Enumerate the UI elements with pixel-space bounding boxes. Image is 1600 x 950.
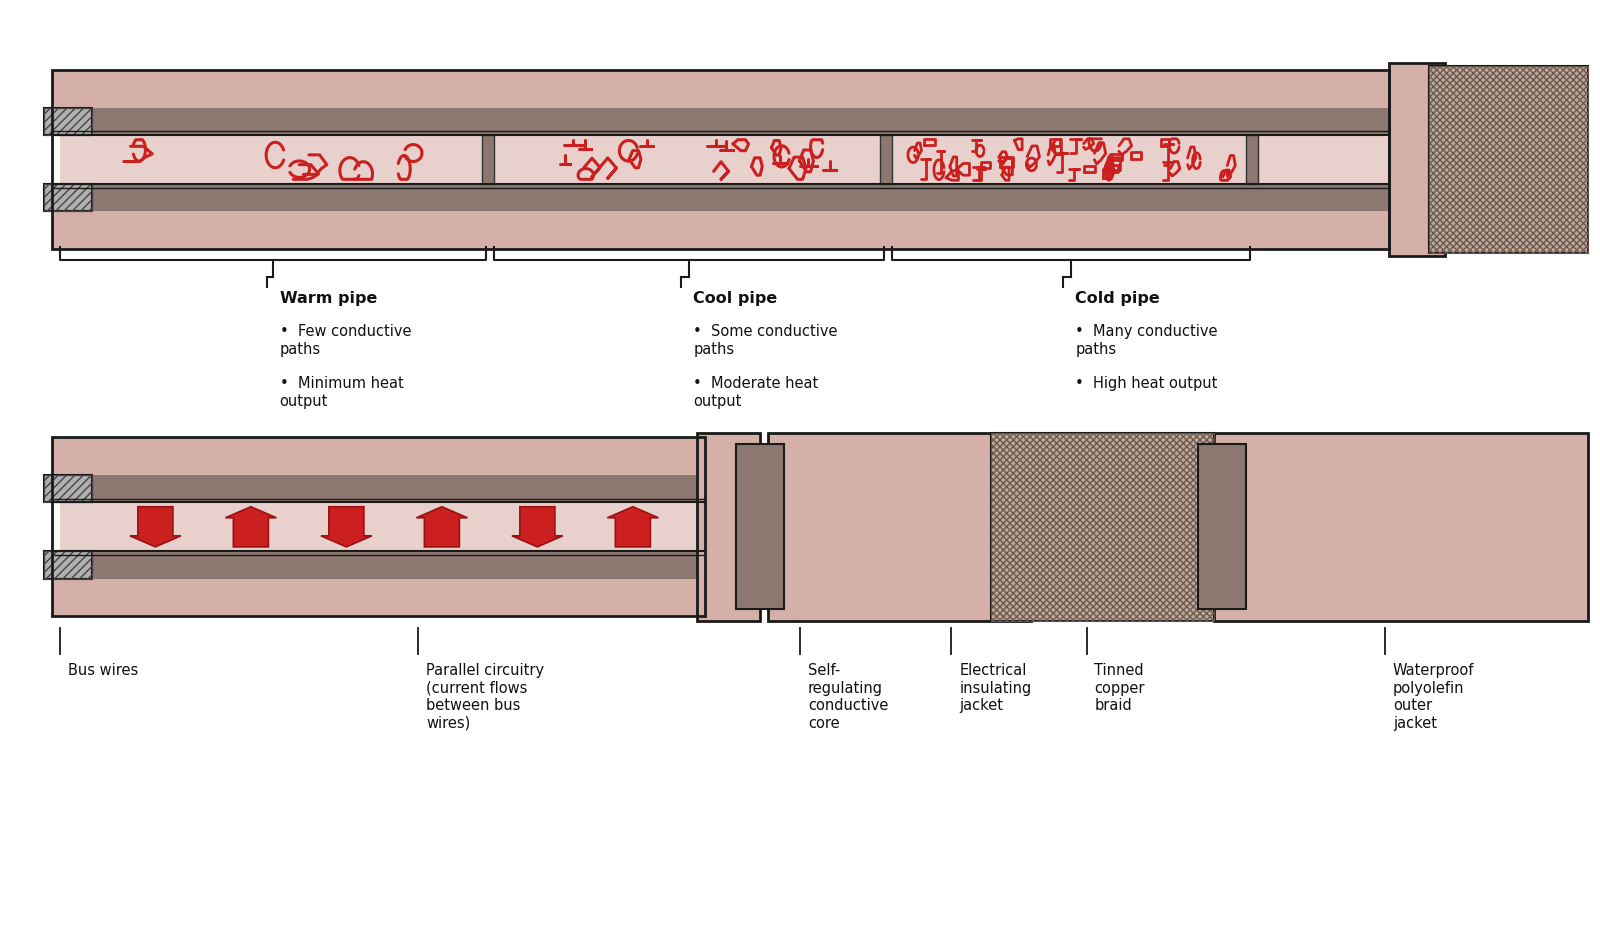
Bar: [83, 184, 1389, 211]
Bar: [83, 551, 704, 579]
FancyArrow shape: [226, 506, 277, 547]
Text: •  Moderate heat
output: • Moderate heat output: [693, 376, 819, 408]
Bar: [482, 135, 494, 184]
Bar: [1429, 74, 1453, 244]
Bar: [1246, 135, 1259, 184]
Bar: [1214, 433, 1587, 620]
Bar: [83, 475, 704, 503]
Bar: [43, 475, 91, 503]
Text: •  Minimum heat
output: • Minimum heat output: [280, 376, 403, 408]
Bar: [43, 551, 91, 579]
Bar: [1014, 446, 1054, 607]
FancyArrow shape: [416, 506, 467, 547]
Bar: [59, 503, 704, 551]
Bar: [1389, 63, 1445, 256]
Bar: [1429, 66, 1587, 254]
Bar: [43, 107, 91, 135]
Bar: [43, 184, 91, 211]
Text: Cold pipe: Cold pipe: [1075, 292, 1160, 306]
Text: Tinned
copper
braid: Tinned copper braid: [1094, 663, 1146, 713]
Text: Warm pipe: Warm pipe: [280, 292, 378, 306]
Bar: [51, 437, 704, 499]
Bar: [880, 135, 893, 184]
Text: •  Some conductive
paths: • Some conductive paths: [693, 324, 838, 357]
Text: Electrical
insulating
jacket: Electrical insulating jacket: [958, 663, 1032, 713]
Text: Parallel circuitry
(current flows
between bus
wires): Parallel circuitry (current flows betwee…: [426, 663, 544, 731]
Bar: [43, 551, 91, 579]
Bar: [736, 445, 784, 609]
Text: Waterproof
polyolefin
outer
jacket: Waterproof polyolefin outer jacket: [1394, 663, 1474, 731]
Bar: [51, 70, 1389, 249]
Bar: [990, 433, 1214, 620]
FancyArrow shape: [322, 506, 371, 547]
Bar: [43, 107, 91, 135]
Text: Bus wires: Bus wires: [67, 663, 138, 678]
Bar: [1198, 445, 1246, 609]
Bar: [696, 433, 760, 620]
Text: Self-
regulating
conductive
core: Self- regulating conductive core: [808, 663, 888, 731]
Bar: [990, 433, 1214, 620]
Bar: [51, 437, 704, 617]
Bar: [51, 555, 704, 617]
FancyArrow shape: [512, 506, 563, 547]
Bar: [43, 475, 91, 503]
Text: •  Many conductive
paths: • Many conductive paths: [1075, 324, 1218, 357]
Text: •  High heat output: • High heat output: [1075, 376, 1218, 391]
FancyArrow shape: [608, 506, 658, 547]
FancyArrow shape: [130, 506, 181, 547]
Text: Cool pipe: Cool pipe: [693, 292, 778, 306]
Bar: [1429, 66, 1587, 254]
Bar: [83, 107, 1389, 135]
Bar: [43, 184, 91, 211]
Bar: [51, 70, 1389, 131]
Bar: [768, 433, 1030, 620]
Bar: [51, 188, 1389, 249]
Text: •  Few conductive
paths: • Few conductive paths: [280, 324, 411, 357]
Bar: [59, 135, 1389, 184]
